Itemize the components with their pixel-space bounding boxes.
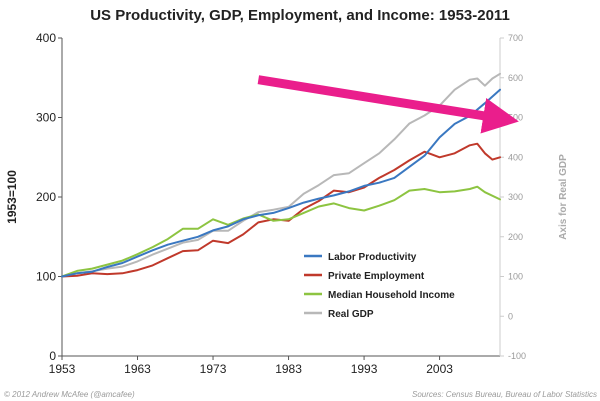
x-tick-label: 2003 <box>426 362 453 376</box>
x-tick-label: 1963 <box>124 362 151 376</box>
right-tick-label: 300 <box>508 192 523 202</box>
left-tick-label: 400 <box>36 31 56 45</box>
right-tick-label: 0 <box>508 311 513 321</box>
right-tick-label: 700 <box>508 33 523 43</box>
left-axis-ticks: 0 100 200 300 400 <box>36 31 62 363</box>
copyright-footer: © 2012 Andrew McAfee (@amcafee) <box>4 390 135 399</box>
series-line-labor-productivity <box>61 88 501 278</box>
left-tick-label: 200 <box>36 190 56 204</box>
right-tick-label: 500 <box>508 113 523 123</box>
x-tick-label: 1993 <box>351 362 378 376</box>
right-axis-label: Axis for Real GDP <box>558 154 569 240</box>
sources-footer: Sources: Census Bureau, Bureau of Labor … <box>412 390 597 399</box>
left-tick-label: 0 <box>49 349 56 363</box>
legend-label-median-household-income: Median Household Income <box>328 290 455 301</box>
legend-label-private-employment: Private Employment <box>328 271 425 282</box>
annotation-arrow-group <box>257 75 519 134</box>
right-tick-label: 600 <box>508 73 523 83</box>
legend-label-real-gdp: Real GDP <box>328 309 374 320</box>
annotation-arrow <box>257 75 519 134</box>
x-tick-label: 1953 <box>49 362 76 376</box>
right-axis-ticks: -100 0 100 200 300 400 500 600 700 <box>500 33 526 361</box>
right-tick-label: 100 <box>508 272 523 282</box>
right-tick-label: 200 <box>508 232 523 242</box>
x-tick-label: 1983 <box>275 362 302 376</box>
series-lines <box>61 72 501 278</box>
legend: Labor Productivity Private Employment Medi… <box>304 252 455 320</box>
legend-label-labor-productivity: Labor Productivity <box>328 252 417 263</box>
series-line-median-household-income <box>61 185 501 278</box>
x-axis-ticks: 1953 1963 1973 1983 1993 2003 <box>49 356 453 376</box>
right-tick-label: 400 <box>508 152 523 162</box>
chart-title: US Productivity, GDP, Employment, and In… <box>90 7 510 24</box>
left-axis-label: 1953=100 <box>5 170 19 224</box>
left-tick-label: 100 <box>36 270 56 284</box>
series-line-private-employment <box>61 142 501 278</box>
x-tick-label: 1973 <box>200 362 227 376</box>
left-tick-label: 300 <box>36 111 56 125</box>
right-tick-label: -100 <box>508 351 526 361</box>
series-line-real-gdp <box>61 72 501 278</box>
